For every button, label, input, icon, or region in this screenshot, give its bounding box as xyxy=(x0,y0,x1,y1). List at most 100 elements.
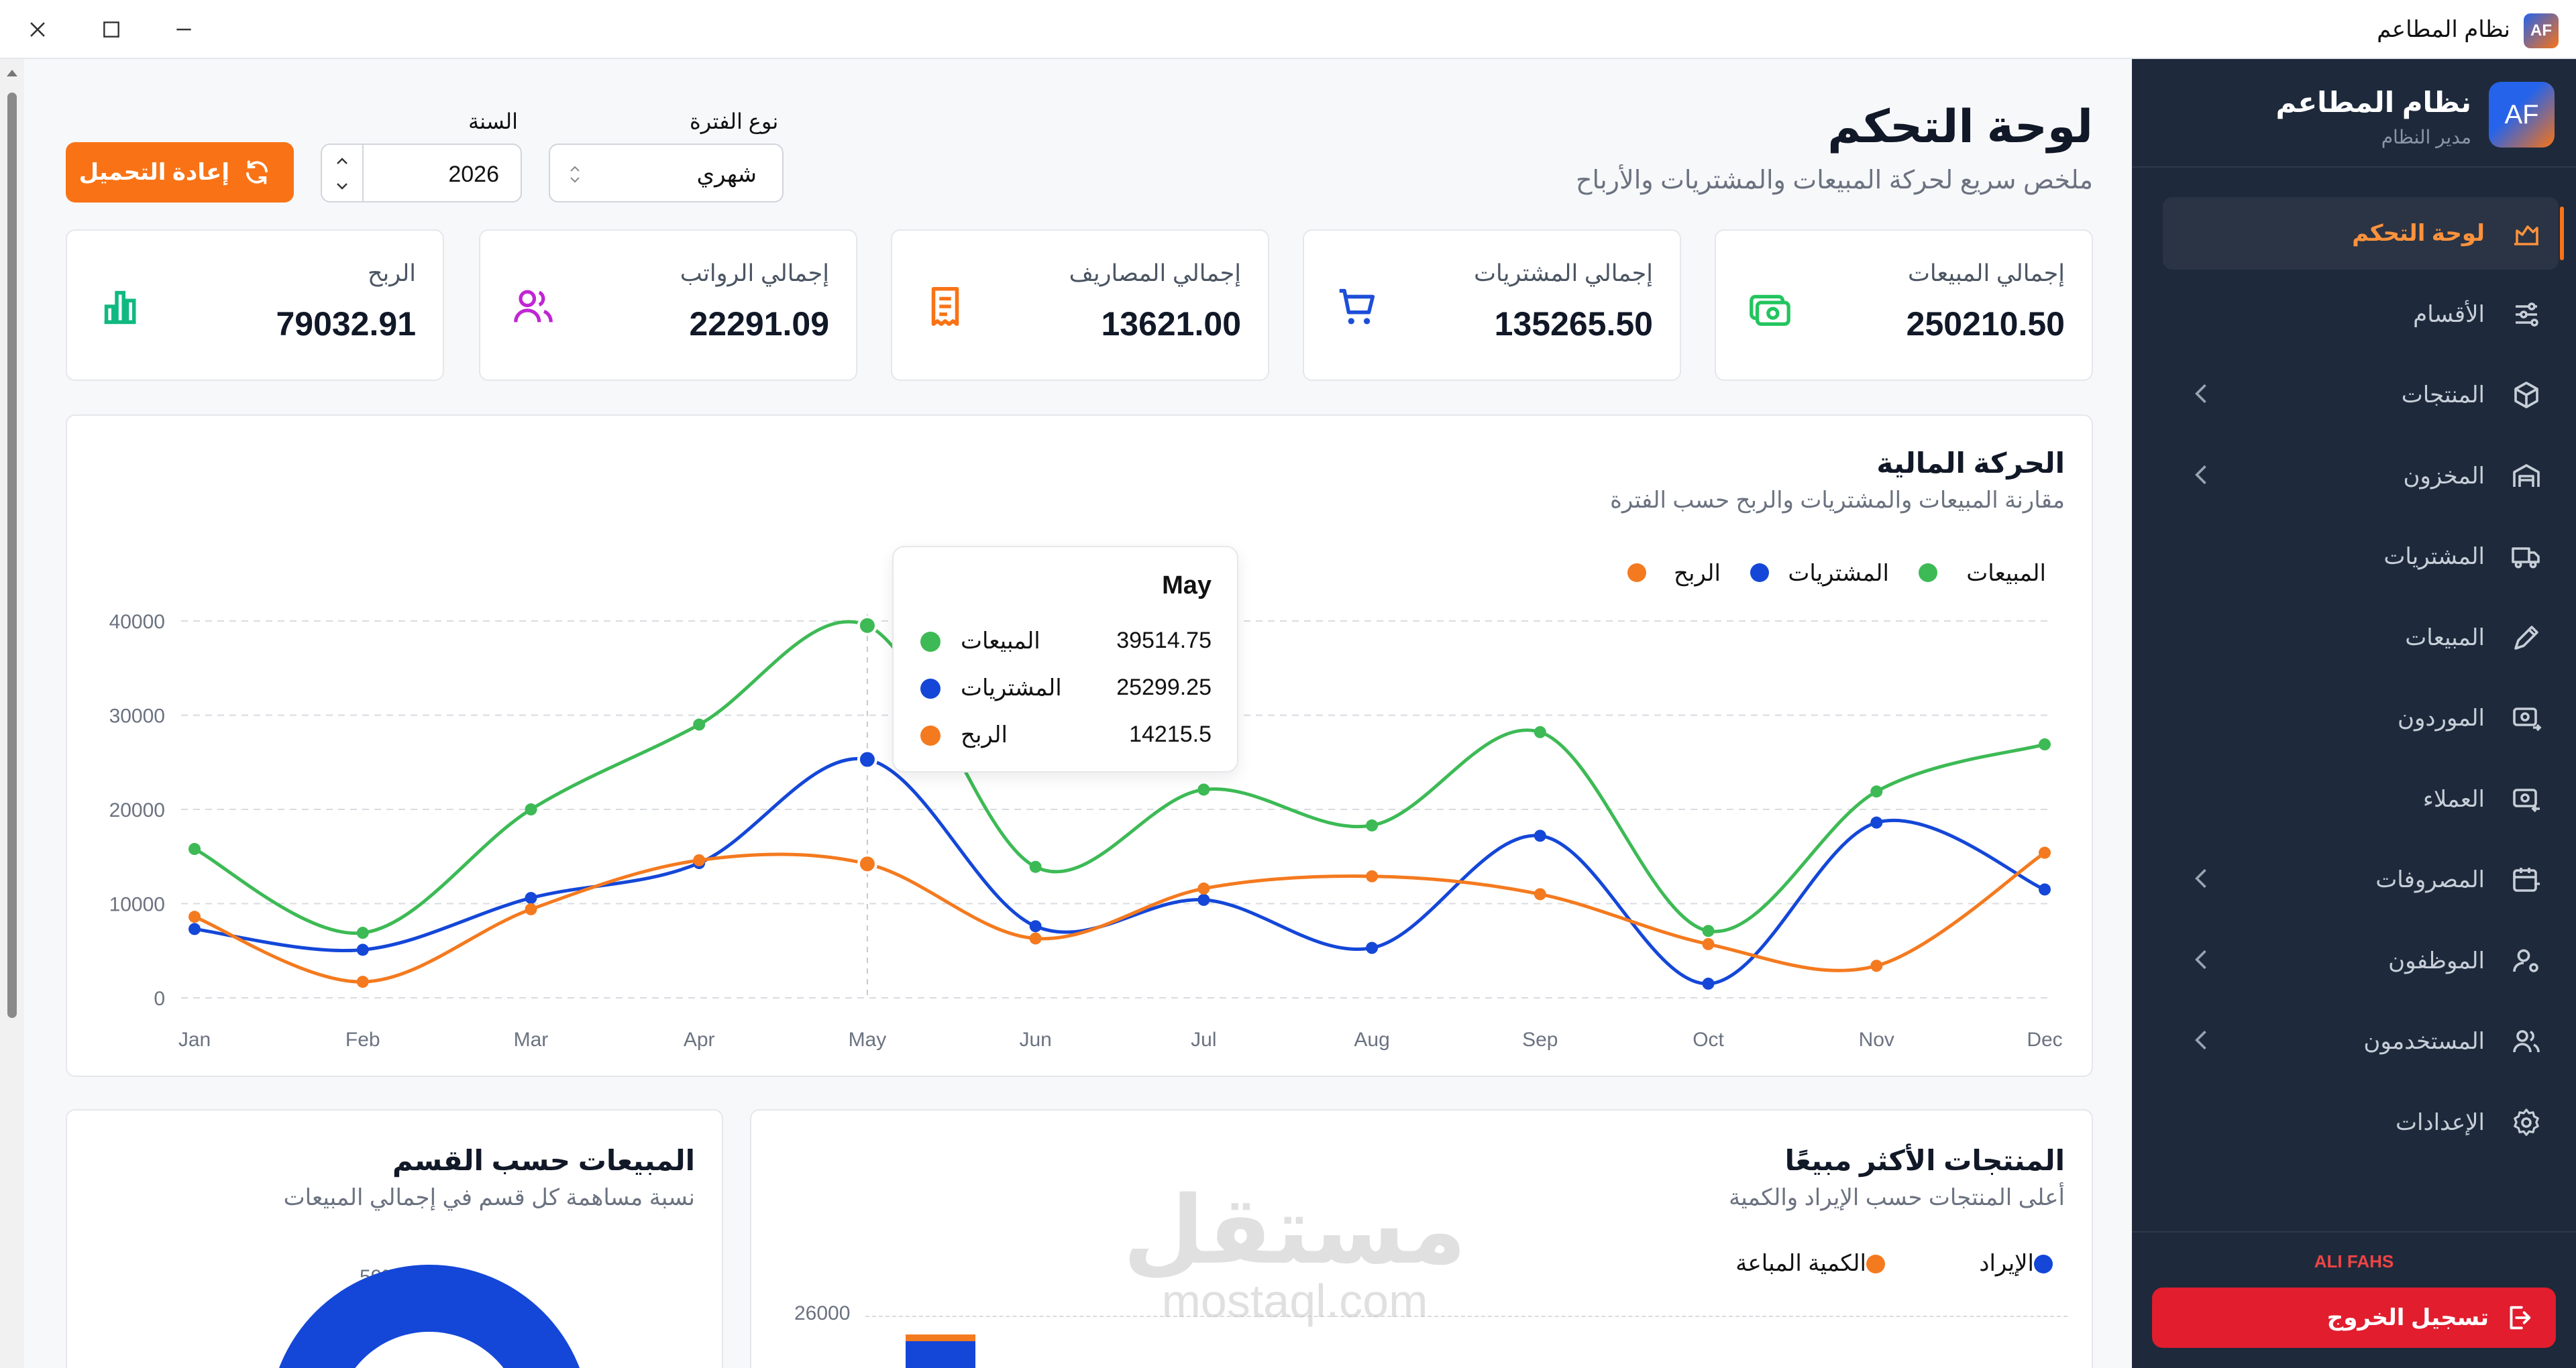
chart-subtitle: مقارنة المبيعات والمشتريات والربح حسب ال… xyxy=(1610,488,2065,513)
y-tick-label: 0 xyxy=(154,988,165,1010)
data-point xyxy=(1197,882,1210,895)
logout-icon xyxy=(2510,1306,2531,1330)
data-point xyxy=(1534,726,1546,738)
sidebar-item-label: المنتجات xyxy=(2401,382,2485,408)
category-chart-subtitle: نسبة مساهمة كل قسم في إجمالي المبيعات xyxy=(283,1185,695,1210)
sidebar-item-label: المستخدمون xyxy=(2363,1029,2485,1054)
stat-value: 135265.50 xyxy=(1494,305,1653,343)
reload-button[interactable]: إعادة التحميل xyxy=(66,142,294,203)
stepper-down-icon[interactable] xyxy=(331,177,353,196)
legend-label: الربح xyxy=(1674,561,1721,587)
data-point xyxy=(356,927,369,939)
sidebar-item-label: المبيعات xyxy=(2405,624,2485,650)
watermark-latin: mostaql.com xyxy=(1161,1275,1428,1327)
chevron-left-icon[interactable] xyxy=(2187,864,2216,893)
stepper-divider xyxy=(362,145,364,201)
page-scrollbar[interactable] xyxy=(0,59,24,1368)
calendar-money-icon xyxy=(2513,868,2540,892)
period-type-label: نوع الفترة xyxy=(690,109,779,133)
maximize-window-button[interactable] xyxy=(87,11,136,48)
close-window-button[interactable] xyxy=(13,11,62,48)
sidebar-item-8[interactable]: المصروفات xyxy=(2163,844,2559,916)
receipt-icon xyxy=(931,286,959,327)
sidebar-item-2[interactable]: المنتجات xyxy=(2163,359,2559,431)
sidebar-item-6[interactable]: الموردون xyxy=(2163,682,2559,754)
sidebar-item-10[interactable]: المستخدمون xyxy=(2163,1005,2559,1078)
sidebar-item-11[interactable]: الإعدادات xyxy=(2163,1086,2559,1159)
data-point xyxy=(356,944,369,956)
x-tick-label: Nov xyxy=(1859,1029,1894,1051)
stat-label: إجمالي الرواتب xyxy=(680,260,829,286)
data-point xyxy=(189,923,201,935)
x-tick-label: Sep xyxy=(1522,1029,1558,1051)
sidebar-item-0[interactable]: لوحة التحكم xyxy=(2163,197,2564,270)
bar-chart-icon xyxy=(104,290,136,325)
legend-dot xyxy=(1866,1255,1885,1273)
data-point xyxy=(1702,977,1715,990)
close-icon xyxy=(30,22,45,37)
chevron-left-icon[interactable] xyxy=(2187,1025,2216,1055)
sidebar-item-1[interactable]: الأقسام xyxy=(2163,278,2559,351)
legend-dot xyxy=(1750,563,1769,582)
legend-dot xyxy=(2034,1255,2053,1273)
sidebar-item-9[interactable]: الموظفون xyxy=(2163,925,2559,997)
legend-label: الكمية المباعة xyxy=(1735,1251,1866,1276)
scroll-up-icon xyxy=(7,70,17,76)
chart-tooltip: May 39514.75 المبيعات 25299.25 المشتريات 142… xyxy=(892,546,1238,773)
grid-line xyxy=(865,1316,2068,1317)
sidebar-item-label: الموردون xyxy=(2398,705,2485,731)
tooltip-title: May xyxy=(1162,571,1212,600)
minimize-window-button[interactable] xyxy=(160,11,208,48)
data-point xyxy=(525,903,537,915)
tooltip-value: 25299.25 xyxy=(1116,675,1212,700)
data-point xyxy=(2039,883,2051,896)
data-point xyxy=(1702,937,1715,950)
data-point xyxy=(189,843,201,856)
logout-button[interactable]: تسجيل الخروج xyxy=(2152,1288,2556,1348)
stat-card-purchases: إجمالي المشتريات 135265.50 xyxy=(1303,229,1681,381)
stat-value: 13621.00 xyxy=(1101,305,1241,343)
financial-chart-card: الحركة المالية مقارنة المبيعات والمشتريا… xyxy=(66,414,2093,1077)
tooltip-dot xyxy=(920,726,941,746)
minimize-icon xyxy=(176,28,191,31)
sidebar-item-4[interactable]: المشتريات xyxy=(2163,520,2559,593)
chevron-left-icon[interactable] xyxy=(2187,460,2216,490)
chart-title: الحركة المالية xyxy=(1876,447,2065,479)
sidebar-item-label: الموظفون xyxy=(2388,948,2485,974)
scrollbar-thumb[interactable] xyxy=(7,93,17,1018)
period-type-select[interactable]: شهري xyxy=(549,144,784,203)
tooltip-label: المشتريات xyxy=(961,675,1062,701)
x-tick-label: Jul xyxy=(1191,1029,1216,1051)
stat-card-profit: الربح 79032.91 xyxy=(66,229,444,381)
tooltip-value: 14215.5 xyxy=(1129,722,1212,747)
sidebar-item-label: المخزون xyxy=(2403,463,2485,489)
data-point xyxy=(857,854,877,874)
stat-value: 22291.09 xyxy=(689,305,829,343)
x-tick-label: Oct xyxy=(1693,1029,1724,1051)
data-point xyxy=(693,854,706,866)
year-stepper[interactable]: 2026 xyxy=(321,144,522,203)
sidebar-item-3[interactable]: المخزون xyxy=(2163,440,2559,512)
stat-label: إجمالي المبيعات xyxy=(1907,260,2065,286)
dashboard-chart-icon xyxy=(2514,225,2538,245)
y-tick-label: 30000 xyxy=(109,705,165,728)
legend-dot xyxy=(1627,563,1646,582)
data-point xyxy=(857,615,877,636)
sidebar-item-7[interactable]: العملاء xyxy=(2163,763,2559,836)
sidebar-item-5[interactable]: المبيعات xyxy=(2163,602,2559,674)
year-label: السنة xyxy=(468,109,518,133)
pie-chart xyxy=(278,1265,580,1368)
legend-label: الإيراد xyxy=(1979,1251,2034,1276)
sidebar-brand-name: نظام المطاعم xyxy=(2275,87,2471,118)
chevron-left-icon[interactable] xyxy=(2187,945,2216,974)
sidebar-username: ALI FAHS xyxy=(2314,1251,2394,1271)
data-point xyxy=(1197,783,1210,796)
stepper-up-icon[interactable] xyxy=(331,152,353,170)
reload-label: إعادة التحميل xyxy=(78,160,229,185)
chevron-left-icon[interactable] xyxy=(2187,379,2216,408)
x-tick-label: Aug xyxy=(1354,1029,1389,1051)
bar-cap xyxy=(906,1334,975,1341)
x-tick-label: May xyxy=(849,1029,887,1051)
data-point xyxy=(2039,846,2051,859)
watermark-arabic: مستقل xyxy=(1122,1178,1466,1283)
